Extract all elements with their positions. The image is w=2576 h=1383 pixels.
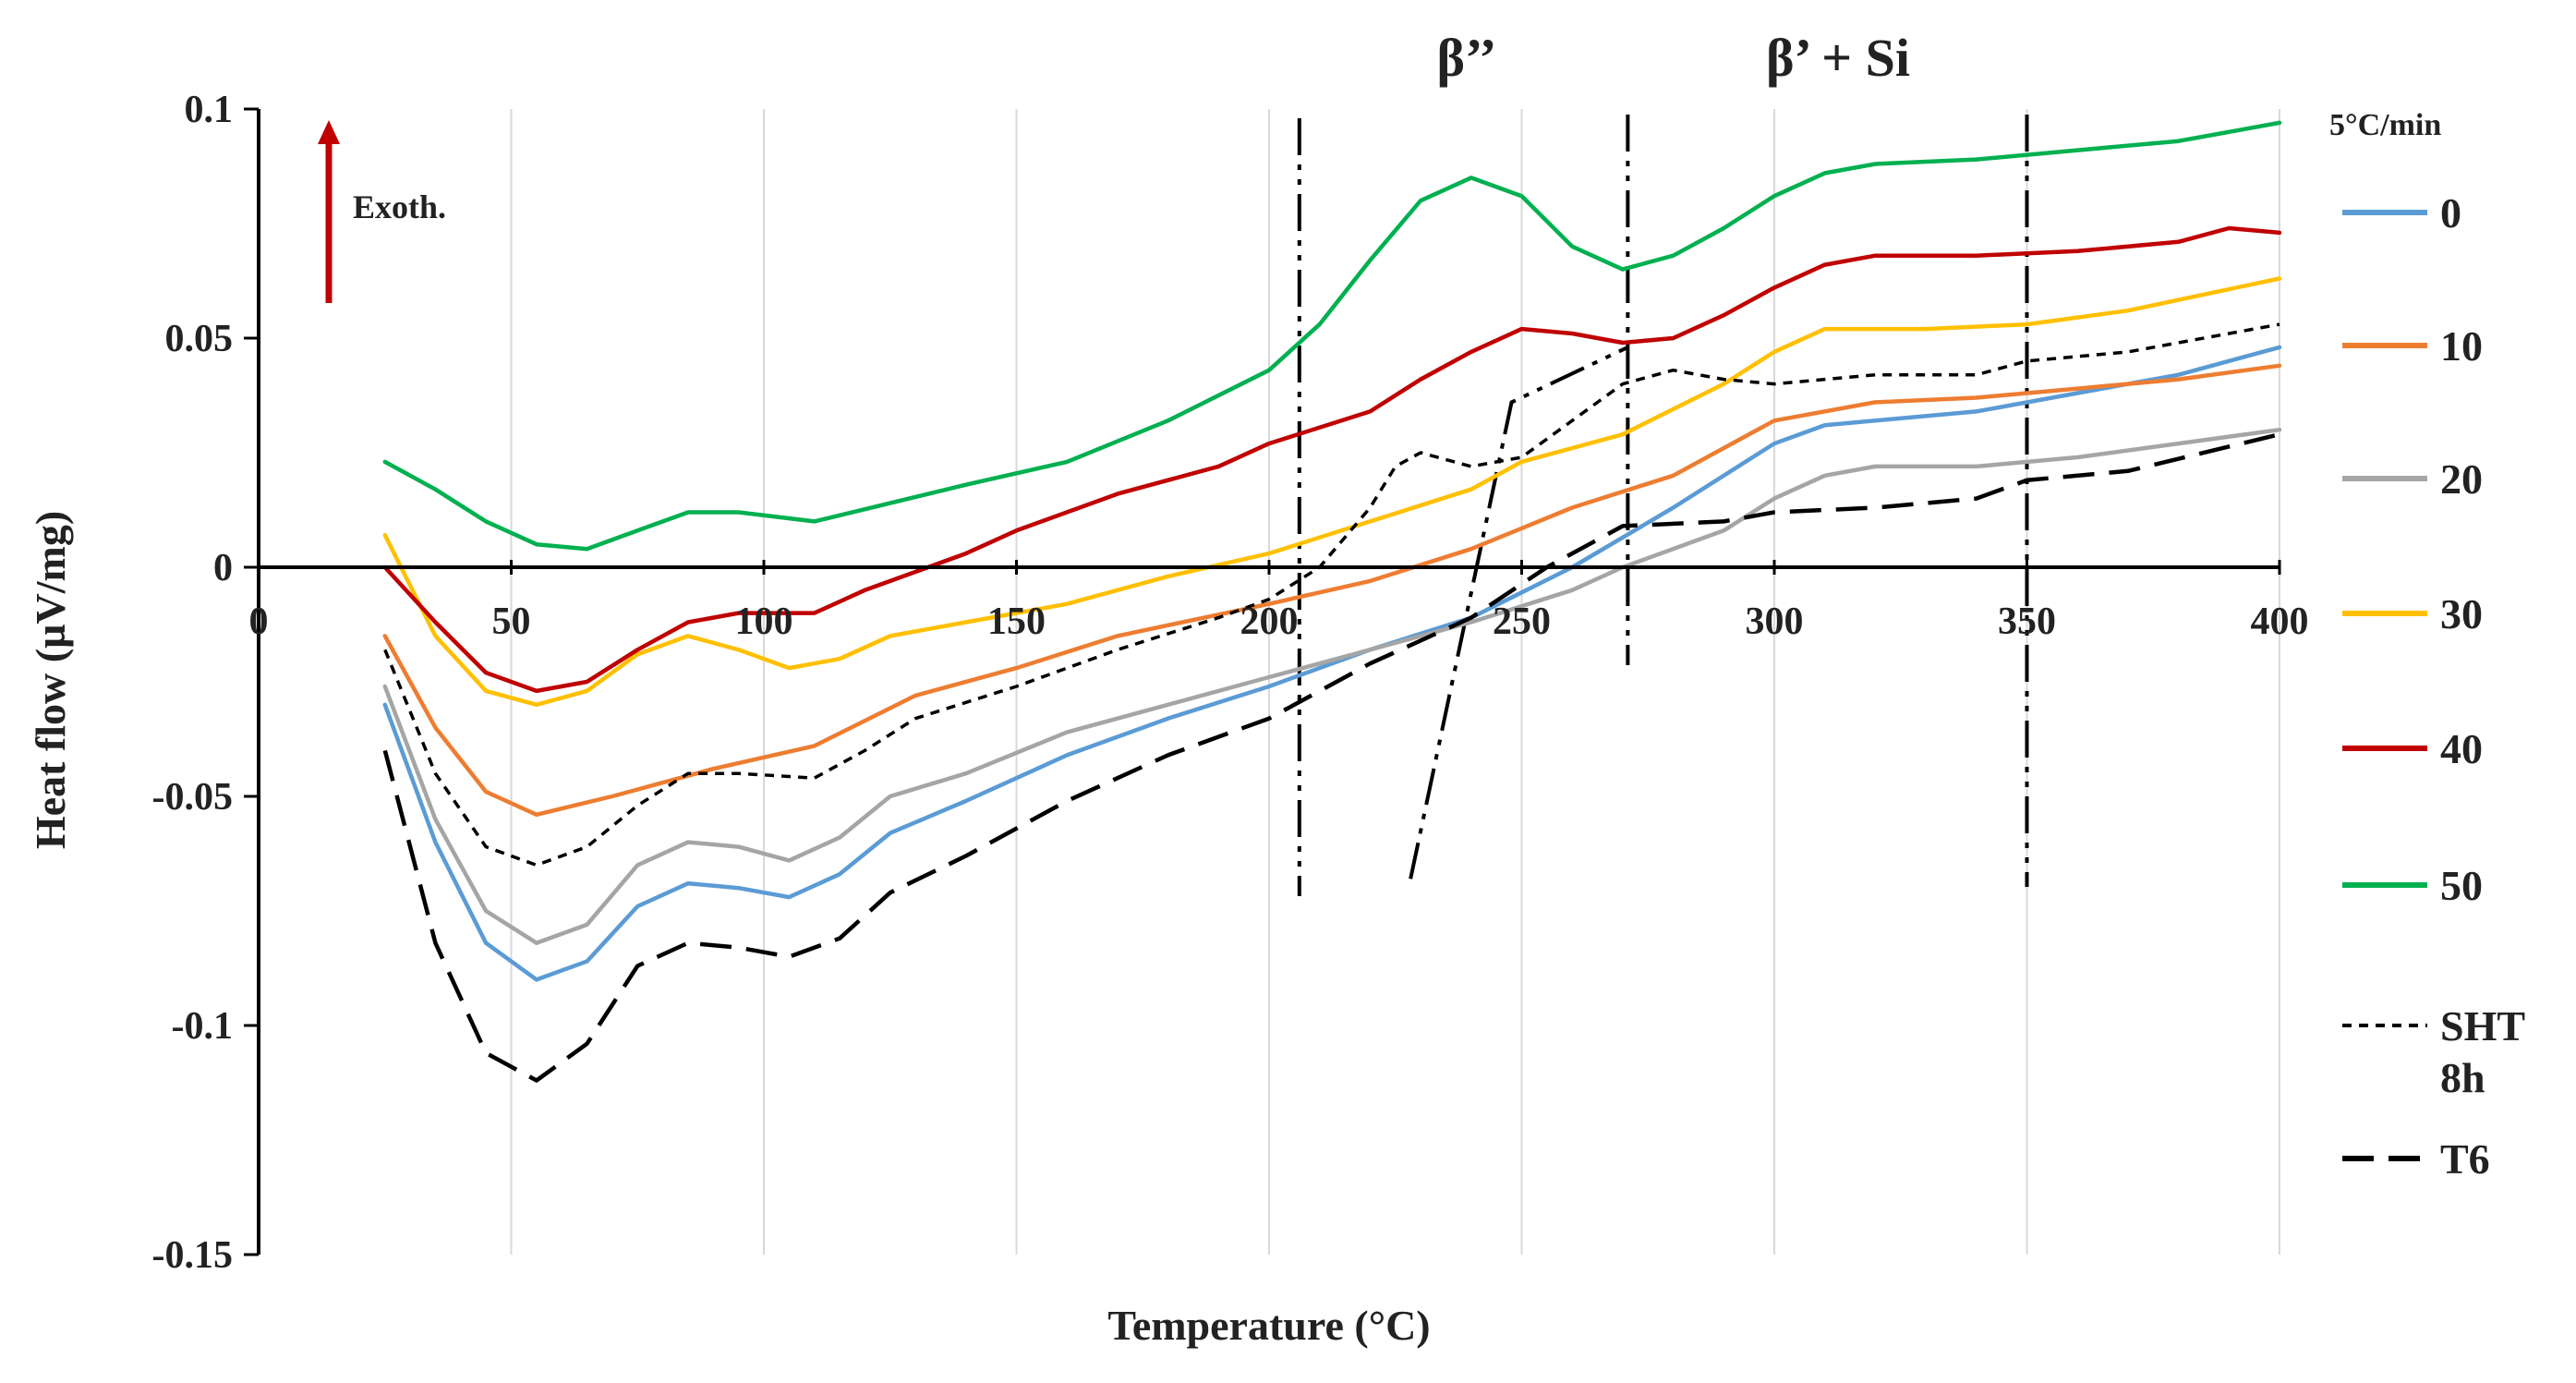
legend-label: 10 bbox=[2440, 322, 2483, 370]
series-line-30 bbox=[382, 276, 2282, 708]
legend-label: T6 bbox=[2440, 1135, 2490, 1183]
series-line-0 bbox=[382, 345, 2282, 982]
y-tick-label: -0.15 bbox=[152, 1234, 234, 1277]
x-tick-label: 0 bbox=[249, 601, 269, 643]
exotherm-arrowhead-icon bbox=[318, 120, 340, 144]
legend: 5°C/min 0 10 20 30 40 50 SHT 8h T6 bbox=[2329, 108, 2525, 1183]
legend-label: 50 bbox=[2440, 862, 2483, 909]
series-line-20 bbox=[382, 427, 2282, 945]
phase-label-beta-double-prime: β’’ bbox=[1437, 28, 1497, 88]
x-axis-title: Temperature (°C) bbox=[1107, 1302, 1430, 1349]
phase-reference-sloped-line bbox=[1409, 346, 1629, 880]
y-tick-label: 0 bbox=[213, 547, 233, 589]
phase-label-beta-prime-si: β’ + Si bbox=[1766, 28, 1910, 88]
x-tick-label: 300 bbox=[1746, 601, 1804, 643]
legend-label: 40 bbox=[2440, 725, 2483, 772]
series-line-10 bbox=[382, 363, 2282, 818]
x-tick-label: 250 bbox=[1493, 601, 1551, 643]
series-line-50 bbox=[382, 120, 2282, 552]
phase-reference-lines bbox=[1297, 115, 2029, 896]
y-tick-label: 0.05 bbox=[165, 318, 234, 360]
gridlines bbox=[510, 109, 2280, 1255]
legend-label-line2: 8h bbox=[2440, 1054, 2485, 1101]
x-tick-label: 150 bbox=[987, 601, 1046, 643]
data-series bbox=[382, 120, 2282, 1083]
x-tick-label: 100 bbox=[735, 601, 793, 643]
x-tick-label: 350 bbox=[1998, 601, 2056, 643]
exotherm-indicator: Exoth. bbox=[318, 120, 446, 303]
y-axis-title: Heat flow (µV/mg) bbox=[27, 511, 74, 849]
legend-label: 30 bbox=[2440, 590, 2483, 637]
series-line-t6 bbox=[382, 432, 2280, 1083]
y-tick-label: 0.1 bbox=[185, 89, 234, 131]
legend-label: SHT bbox=[2440, 1002, 2525, 1049]
y-tick-label: -0.05 bbox=[152, 776, 234, 819]
exotherm-label: Exoth. bbox=[353, 188, 446, 225]
x-tick-label: 50 bbox=[492, 601, 531, 643]
x-tick-label: 200 bbox=[1240, 601, 1299, 643]
ticks: 0 50 100 150 200 250 300 350 400 0.1 0.05 0 -0.05 -0.… bbox=[152, 89, 2309, 1277]
series-line-40 bbox=[382, 225, 2282, 694]
legend-title: 5°C/min bbox=[2329, 108, 2441, 142]
legend-label: 20 bbox=[2440, 455, 2483, 503]
legend-label: 0 bbox=[2440, 189, 2461, 237]
x-tick-label: 400 bbox=[2251, 601, 2309, 643]
series-line-sht-8h bbox=[383, 322, 2280, 867]
y-tick-label: -0.1 bbox=[172, 1005, 234, 1048]
